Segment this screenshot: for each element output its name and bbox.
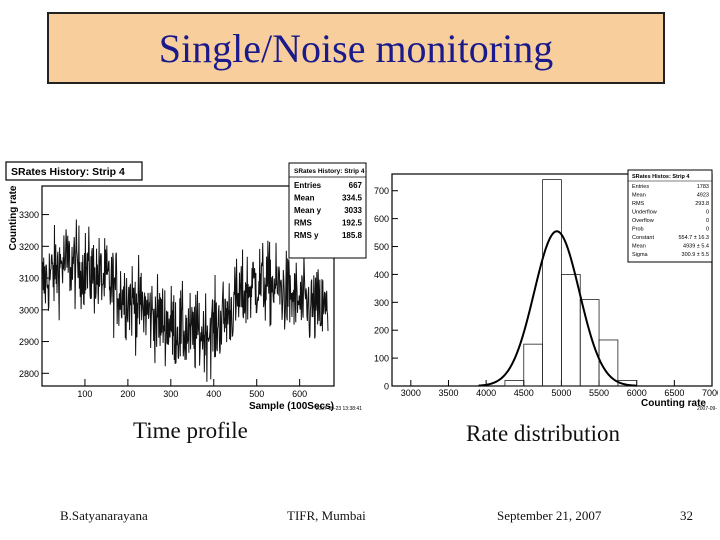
stats-label: Prob bbox=[632, 227, 644, 233]
stats-value: 667 bbox=[349, 181, 363, 190]
stats-value: 0 bbox=[706, 227, 709, 233]
rate-distribution-chart: 0 100 200 300 400 500 600 700 3000 3500 4000 4500 5… bbox=[370, 168, 718, 412]
x-axis-label: Sample (100Secs) bbox=[249, 401, 334, 412]
stats-label: RMS bbox=[294, 219, 312, 228]
y-tick-label: 0 bbox=[384, 382, 389, 392]
y-tick-label: 3300 bbox=[19, 210, 39, 220]
y-tick-label: 700 bbox=[374, 186, 389, 196]
stats-label: Overflow bbox=[632, 218, 654, 224]
y-tick-label: 3200 bbox=[19, 242, 39, 252]
stats-label: RMS bbox=[632, 201, 645, 207]
y-tick-label: 300 bbox=[374, 298, 389, 308]
stats-value: 4923 bbox=[697, 193, 709, 199]
stats-value: 293.8 bbox=[695, 201, 709, 207]
stats-value: 3033 bbox=[344, 206, 362, 215]
x-tick-label: 7000 bbox=[702, 388, 718, 398]
stats-value: 4939 ± 5.4 bbox=[683, 244, 709, 250]
stats-label: Entries bbox=[294, 181, 322, 190]
x-tick-label: 400 bbox=[206, 389, 221, 399]
x-tick-label: 5500 bbox=[589, 388, 609, 398]
x-tick-label: 100 bbox=[77, 389, 92, 399]
stats-value: 192.5 bbox=[342, 219, 363, 228]
rate-trace bbox=[41, 219, 329, 382]
chart-title: SRates History: Strip 4 bbox=[11, 166, 125, 178]
stats-value: 0 bbox=[706, 210, 709, 216]
stats-label: Underflow bbox=[632, 210, 657, 216]
x-tick-label: 3500 bbox=[438, 388, 458, 398]
stats-title: SRates Histos: Strip 4 bbox=[632, 174, 690, 180]
x-tick-label: 500 bbox=[249, 389, 264, 399]
footer-author: B.Satyanarayana bbox=[60, 508, 148, 523]
stats-label: Entries bbox=[632, 184, 649, 190]
y-tick-label: 3100 bbox=[19, 274, 39, 284]
stats-label: Mean bbox=[632, 244, 646, 250]
histogram-bar bbox=[598, 339, 619, 387]
caption-rate-distribution: Rate distribution bbox=[466, 421, 620, 446]
x-tick-label: 6500 bbox=[664, 388, 684, 398]
histogram bbox=[504, 179, 638, 387]
y-tick-label: 2800 bbox=[19, 369, 39, 379]
footer-page-number: 32 bbox=[680, 508, 693, 523]
stats-value: 300.9 ± 5.5 bbox=[682, 252, 709, 258]
x-tick-label: 300 bbox=[163, 389, 178, 399]
plot-frame bbox=[41, 185, 335, 387]
y-tick-label: 100 bbox=[374, 354, 389, 364]
x-tick-label: 5000 bbox=[551, 388, 571, 398]
timestamp: 2007-09-23 13:38:41 bbox=[316, 406, 363, 412]
stats-value: 1783 bbox=[697, 184, 709, 190]
x-tick-label: 3000 bbox=[401, 388, 421, 398]
timestamp: 2007-09- bbox=[697, 406, 717, 412]
y-tick-label: 3000 bbox=[19, 305, 39, 315]
y-tick-label: 600 bbox=[374, 214, 389, 224]
slide-title: Single/Noise monitoring bbox=[158, 25, 554, 71]
x-tick-label: 4500 bbox=[514, 388, 534, 398]
y-tick-label: 400 bbox=[374, 270, 389, 280]
y-tick-label: 500 bbox=[374, 242, 389, 252]
stats-box: SRates History: Strip 4 Entries 667 Mean 33… bbox=[288, 162, 367, 259]
stats-title: SRates History: Strip 4 bbox=[294, 168, 365, 175]
x-axis: 3000 3500 4000 4500 5000 5500 6000 6500 7000 bbox=[401, 380, 718, 398]
stats-label: Mean bbox=[632, 193, 646, 199]
stats-value: 0 bbox=[706, 218, 709, 224]
x-axis-label: Counting rate bbox=[641, 398, 706, 409]
x-tick-label: 200 bbox=[120, 389, 135, 399]
stats-label: Sigma bbox=[632, 252, 649, 258]
chart-title-box bbox=[5, 161, 143, 181]
stats-box-frame bbox=[627, 169, 713, 263]
x-axis: 100 200 300 400 500 600 bbox=[77, 379, 307, 399]
title-box: Single/Noise monitoring bbox=[47, 12, 665, 84]
stats-label: RMS y bbox=[294, 231, 319, 240]
y-tick-label: 2900 bbox=[19, 337, 39, 347]
stats-value: 554.7 ± 16.3 bbox=[678, 235, 709, 241]
stats-label: Mean y bbox=[294, 206, 322, 215]
stats-label: Mean bbox=[294, 194, 315, 203]
stats-value: 334.5 bbox=[342, 194, 363, 203]
stats-label: Constant bbox=[632, 235, 654, 241]
footer-organization: TIFR, Mumbai bbox=[287, 508, 366, 523]
x-tick-label: 600 bbox=[292, 389, 307, 399]
stats-box-frame bbox=[288, 162, 367, 259]
y-axis: 2800 2900 3000 3100 3200 3300 bbox=[19, 210, 49, 379]
caption-time-profile: Time profile bbox=[133, 418, 248, 443]
y-axis: 0 100 200 300 400 500 600 700 bbox=[374, 186, 398, 392]
stats-box: SRates Histos: Strip 4 Entries 1783 Mean 49… bbox=[627, 169, 713, 263]
y-axis-label: Counting rate bbox=[8, 185, 19, 250]
y-tick-label: 200 bbox=[374, 326, 389, 336]
time-profile-chart: SRates History: Strip 4 2800 2900 3000 3100… bbox=[2, 158, 368, 416]
histogram-bar bbox=[617, 380, 638, 387]
gaussian-fit-curve bbox=[478, 230, 637, 387]
footer-date: September 21, 2007 bbox=[497, 508, 602, 523]
stats-value: 185.8 bbox=[342, 231, 363, 240]
x-tick-label: 4000 bbox=[476, 388, 496, 398]
x-tick-label: 6000 bbox=[627, 388, 647, 398]
